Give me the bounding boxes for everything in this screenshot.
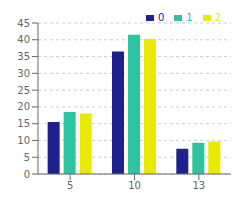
svg-text:0: 0 (24, 169, 30, 180)
svg-text:15: 15 (17, 118, 30, 129)
svg-text:5: 5 (24, 152, 30, 163)
html-text:0: 0 (157, 12, 165, 23)
svg-text:35: 35 (17, 51, 30, 62)
svg-text:30: 30 (17, 68, 30, 79)
html-text:2: 2 (214, 12, 221, 23)
svg-text:40: 40 (17, 34, 30, 45)
svg-text:45: 45 (17, 18, 30, 29)
svg-text:25: 25 (17, 85, 30, 96)
html-text:1: 1 (186, 12, 193, 23)
svg-text:5: 5 (67, 180, 73, 191)
svg-text:10: 10 (128, 180, 141, 191)
svg-text:13: 13 (192, 180, 205, 191)
svg-text:10: 10 (17, 135, 30, 146)
svg-text:20: 20 (17, 101, 30, 112)
